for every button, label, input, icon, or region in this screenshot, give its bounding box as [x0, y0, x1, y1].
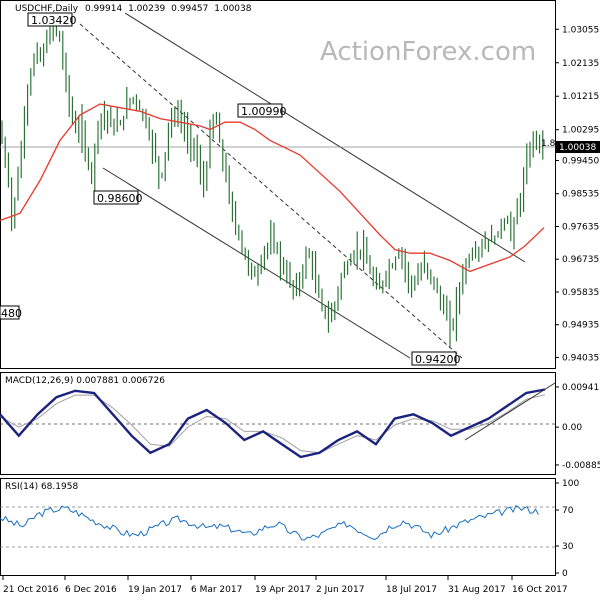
macd-tick-label: 0.00	[562, 423, 582, 433]
price-tick-label: 1.01215	[562, 92, 599, 102]
high-value: 1.00239	[128, 4, 165, 14]
moving-average-line	[0, 103, 545, 273]
price-header: USDCHF,Daily 0.99914 1.00239 0.99457 1.0…	[15, 4, 252, 14]
rsi-line	[0, 505, 539, 541]
x-tick-label: 6 Dec 2016	[65, 585, 117, 595]
close-value: 1.00038	[214, 4, 251, 14]
macd-axis: 0.009411 0.00 -0.008852	[555, 383, 600, 471]
macd-panel	[0, 372, 556, 475]
macd-header: MACD(12,26,9) 0.007881 0.006726	[5, 376, 165, 386]
svg-text:0.98600: 0.98600	[97, 192, 143, 205]
price-tick-label: 0.98535	[562, 190, 599, 200]
svg-text:1.00990: 1.00990	[241, 105, 287, 118]
macd-line	[0, 388, 546, 459]
rsi-tick-label: 100	[562, 479, 579, 489]
price-tick-label: 1.03055	[562, 25, 599, 35]
macd-tick-label: 0.009411	[562, 383, 600, 393]
price-tick-label: 0.99450	[562, 156, 599, 166]
rsi-tick-label: 70	[562, 506, 574, 516]
svg-text:1.03420: 1.03420	[31, 14, 77, 27]
current-price-tag: 1.00038	[556, 141, 600, 153]
macd-trend-line	[464, 382, 556, 441]
price-tick-label: 0.95835	[562, 288, 599, 298]
price-tick-label: 1.02135	[562, 59, 599, 69]
macd-tick-label: -0.008852	[562, 461, 600, 471]
rsi-tick-label: 0	[562, 569, 568, 579]
channel-lower-line	[102, 167, 411, 359]
price-tick-label: 0.97635	[562, 222, 599, 232]
candles-group	[1, 16, 544, 348]
x-tick-label: 6 Mar 2017	[191, 585, 242, 595]
x-tick-label: 19 Jan 2017	[128, 585, 182, 595]
x-tick-label: 21 Oct 2016	[3, 585, 59, 595]
x-tick-label: 31 Aug 2017	[448, 585, 506, 595]
x-tick-label: 19 Apr 2017	[255, 585, 311, 595]
svg-text:480: 480	[1, 307, 22, 320]
price-tick-label: 0.96735	[562, 255, 599, 265]
price-axis: 1.03055 1.02135 1.01215 1.00295 0.99450 0.985…	[555, 25, 599, 363]
x-axis: 21 Oct 2016 6 Dec 2016 19 Jan 2017 6 Mar 20…	[2, 576, 568, 595]
symbol-label: USDCHF,Daily	[15, 4, 79, 14]
low-value: 0.99457	[171, 4, 208, 14]
rsi-tick-label: 30	[562, 542, 574, 552]
rsi-header: RSI(14) 68.1958	[5, 482, 78, 492]
rsi-axis: 100 70 30 0	[555, 479, 579, 579]
x-tick-label: 18 Jul 2017	[386, 585, 437, 595]
channel-middle-dashed	[79, 23, 463, 359]
price-tick-label: 0.94935	[562, 321, 599, 331]
annotation-0-9420: 0.94200	[411, 351, 461, 366]
watermark: ActionForex.com	[320, 37, 536, 67]
annotation-1-0099: 1.00990	[237, 103, 287, 118]
price-panel	[0, 0, 556, 369]
channel-upper-line	[124, 12, 526, 263]
svg-text:1.00038: 1.00038	[559, 143, 596, 153]
price-tick-label: 0.94035	[562, 353, 599, 363]
svg-text:0.94200: 0.94200	[415, 353, 461, 366]
x-tick-label: 2 Jun 2017	[316, 585, 364, 595]
price-tick-label: 1.00295	[562, 126, 599, 136]
rsi-panel	[0, 478, 556, 576]
channel-lines	[0, 12, 555, 359]
annotation-fib: 1.8	[541, 139, 556, 149]
annotation-1-0342: 1.03420	[27, 12, 77, 27]
macd-signal-line	[0, 394, 546, 454]
x-tick-label: 16 Oct 2017	[512, 585, 568, 595]
open-value: 0.99914	[85, 4, 122, 14]
annotation-480: 480	[0, 305, 22, 320]
annotation-0-9860: 0.98600	[93, 190, 143, 205]
